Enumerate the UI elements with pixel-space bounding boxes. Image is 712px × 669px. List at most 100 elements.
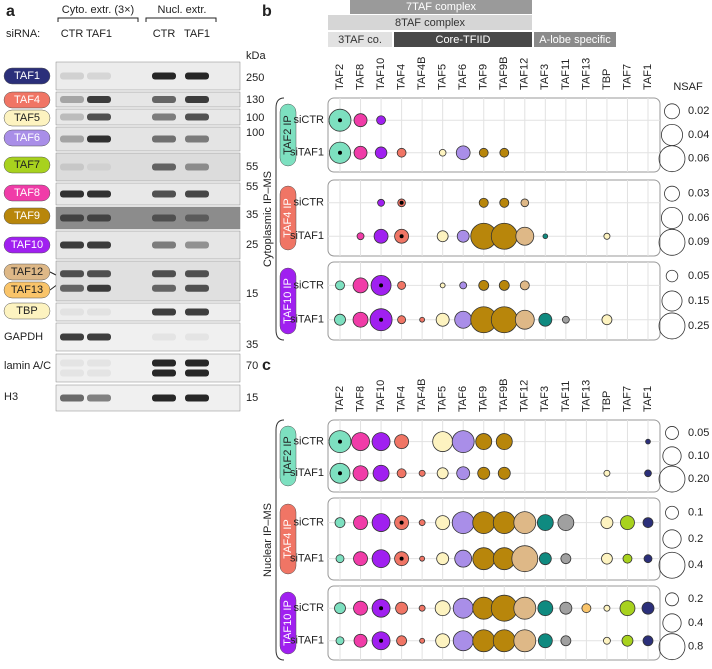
bait-dot	[379, 317, 384, 322]
band	[152, 394, 176, 402]
blot	[55, 91, 241, 108]
bubble	[452, 597, 474, 619]
complex-label: 3TAF co.	[338, 34, 382, 46]
protein-label: TAF13	[11, 284, 43, 296]
blot	[55, 353, 241, 383]
column-label: TAF1	[642, 386, 654, 412]
band	[185, 284, 209, 292]
column-label: TAF12	[519, 58, 531, 90]
kda-marker: 25	[246, 239, 258, 251]
row-label: siTAF1	[290, 230, 324, 242]
band	[152, 72, 176, 80]
protein-pill	[3, 67, 51, 85]
bubble	[454, 549, 473, 568]
band	[87, 359, 111, 367]
complex-bar	[394, 32, 532, 47]
complex-label: Core-TFIID	[436, 34, 491, 46]
bubble	[372, 464, 390, 482]
band	[87, 308, 111, 316]
row-label: siTAF1	[290, 635, 324, 647]
column-label: TBP	[601, 391, 613, 412]
protein-label: TAF6	[14, 132, 40, 144]
protein-label: TAF4	[14, 94, 40, 106]
band	[152, 308, 176, 316]
bubble	[498, 279, 510, 291]
protein-pill	[3, 236, 51, 254]
complex-bar	[328, 15, 532, 30]
legend-circle	[658, 551, 686, 579]
bubble	[374, 146, 388, 159]
blot	[55, 206, 241, 230]
cyto-header: Cyto. extr. (3×)	[62, 4, 134, 16]
legend-label: 0.10	[688, 450, 709, 462]
row-label: siCTR	[293, 602, 324, 614]
bubble	[353, 551, 368, 567]
row-label: siTAF1	[290, 147, 324, 159]
band	[60, 96, 84, 103]
protein-label: H3	[4, 391, 18, 403]
column-label: TAF7	[621, 64, 633, 90]
legend-circle	[660, 123, 684, 147]
bubble	[477, 466, 491, 480]
bubble	[334, 517, 346, 528]
bait-dot	[338, 150, 342, 155]
bubble	[490, 222, 518, 250]
axis-label: Cytoplasmic IP–MS	[262, 171, 274, 267]
band	[152, 359, 176, 367]
bubble	[373, 228, 389, 244]
protein-label: TBP	[16, 305, 37, 317]
legend-circle	[665, 592, 679, 607]
band	[87, 72, 111, 80]
group-box	[327, 419, 661, 493]
bubble	[353, 633, 368, 648]
band	[60, 214, 84, 222]
column-label: TAF13	[580, 380, 592, 412]
ip-label: TAF10 IP	[282, 278, 294, 324]
kda-marker: 250	[246, 72, 264, 84]
band	[152, 96, 176, 103]
group-box	[327, 261, 661, 341]
bait-dot	[379, 606, 384, 611]
bubble	[513, 596, 537, 620]
complex-label: 7TAF complex	[406, 1, 477, 13]
bubble	[561, 315, 570, 324]
bubble	[513, 511, 537, 534]
bait-dot	[399, 520, 404, 525]
band	[87, 270, 111, 278]
bubble	[601, 314, 613, 326]
ip-label: TAF4 IP	[282, 519, 294, 559]
ip-pill	[279, 425, 297, 487]
bubble	[435, 633, 451, 649]
bubble	[490, 306, 518, 334]
legend-label: 0.4	[688, 559, 703, 571]
bubble	[603, 636, 611, 645]
bubble	[459, 281, 468, 290]
bracket	[145, 17, 217, 22]
band	[152, 284, 176, 292]
bubble	[436, 467, 449, 480]
bubble	[451, 430, 475, 453]
complex-label: 8TAF complex	[395, 17, 466, 29]
bubble	[472, 511, 496, 534]
legend-label: 0.2	[688, 533, 703, 545]
legend-label: 0.02	[688, 105, 709, 117]
bubble	[513, 629, 537, 653]
band	[185, 135, 209, 143]
legend-label: 0.15	[688, 295, 709, 307]
kda-marker: 15	[246, 392, 258, 404]
bubble	[603, 232, 611, 240]
group-box	[327, 97, 661, 173]
nucl-header: Nucl. extr.	[158, 4, 207, 16]
group-box	[327, 179, 661, 257]
legend-label: 0.05	[688, 427, 709, 439]
blot	[55, 322, 241, 352]
band	[60, 72, 84, 80]
row-label: siCTR	[293, 279, 324, 291]
band	[60, 113, 84, 121]
row-label: siTAF1	[290, 553, 324, 565]
band	[185, 72, 209, 80]
bubble	[356, 232, 365, 241]
sirna-label: siRNA:	[6, 28, 40, 40]
legend-circle	[658, 465, 686, 493]
